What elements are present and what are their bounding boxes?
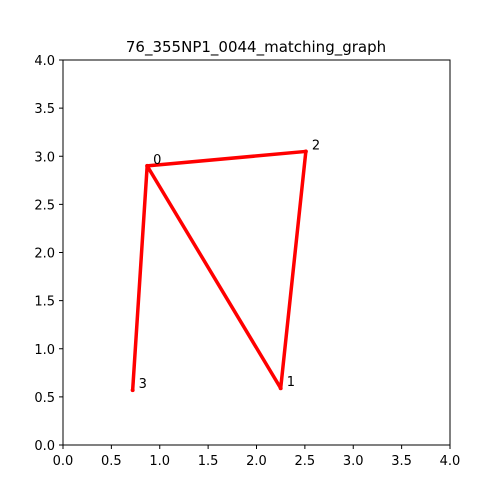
edges-layer (130, 149, 308, 392)
x-tick-label: 0.0 (53, 454, 74, 469)
node-marker-0 (145, 163, 150, 168)
edge-1-0 (145, 164, 283, 390)
nodes-layer: 0 1 2 3 (130, 138, 320, 393)
node-label-2: 2 (312, 138, 320, 153)
edge-2-1 (278, 149, 308, 390)
x-tick-label: 0.5 (101, 454, 122, 469)
x-tick-label: 2.0 (246, 454, 267, 469)
node-label-1: 1 (287, 375, 295, 390)
y-tick-label: 2.5 (34, 198, 55, 213)
node-marker-2 (303, 149, 308, 154)
y-tick-label: 0.5 (34, 391, 55, 406)
x-tick-label: 1.0 (149, 454, 170, 469)
y-tick-label: 4.0 (34, 54, 55, 69)
y-tick-label: 1.0 (34, 343, 55, 358)
y-tick-label: 3.5 (34, 102, 55, 117)
axes-layer: 0.0 0.5 1.0 1.5 2.0 2.5 3.0 3.5 4.0 0.0 0.5 1.0 1.5 2… (34, 54, 460, 469)
node-marker-3 (130, 388, 135, 393)
y-tick-label: 1.5 (34, 295, 55, 310)
node-label-3: 3 (139, 377, 147, 392)
x-tick-label: 1.5 (198, 454, 219, 469)
edge-0-2 (145, 149, 308, 168)
x-tick-label: 3.5 (391, 454, 412, 469)
node-label-0: 0 (153, 153, 161, 168)
y-tick-label: 3.0 (34, 150, 55, 165)
x-tick-label: 4.0 (440, 454, 461, 469)
x-tick-label: 2.5 (295, 454, 316, 469)
axes-frame (62, 59, 451, 446)
chart-title: 76_355NP1_0044_matching_graph (126, 38, 386, 57)
y-tick-label: 2.0 (34, 247, 55, 262)
edge-0-3 (130, 164, 149, 392)
y-tick-label: 0.0 (34, 439, 55, 454)
node-marker-1 (278, 386, 283, 391)
x-tick-label: 3.0 (343, 454, 364, 469)
